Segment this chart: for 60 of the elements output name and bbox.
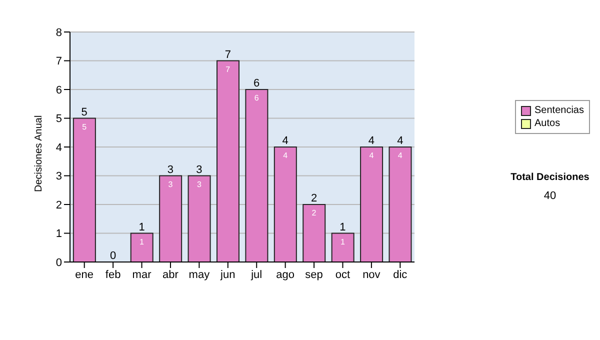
legend-label: Sentencias xyxy=(534,104,584,117)
bar xyxy=(388,146,412,262)
text: Total Decisiones xyxy=(510,172,590,183)
x-tick-label: may xyxy=(188,268,210,281)
legend-label: Autos xyxy=(534,117,560,130)
data-label: 1 xyxy=(340,237,346,246)
x-tick-label: ago xyxy=(276,268,294,281)
x-tick-label: dic xyxy=(393,268,408,281)
total-label: 4 xyxy=(397,135,404,147)
bar xyxy=(360,146,384,262)
bar xyxy=(130,232,154,262)
x-tick-label: mar xyxy=(132,268,152,281)
total-label: 7 xyxy=(224,48,231,61)
bar xyxy=(274,146,297,262)
data-label: 7 xyxy=(226,64,231,74)
x-tick-label: jul xyxy=(250,268,262,281)
data-label: 1 xyxy=(140,237,145,246)
x-tick-label: oct xyxy=(335,268,350,281)
bar xyxy=(159,175,182,262)
y-tick-label: 0 xyxy=(56,256,62,269)
x-tick-label: jun xyxy=(220,268,236,281)
y-tick-label: 8 xyxy=(56,26,62,39)
total-label: 4 xyxy=(282,135,288,147)
x-tick-label: abr xyxy=(162,268,179,281)
data-label: 2 xyxy=(312,208,317,218)
data-label: 4 xyxy=(283,151,288,160)
data-label: 4 xyxy=(369,151,374,160)
y-tick-label: 1 xyxy=(56,228,62,240)
total-label: 0 xyxy=(110,250,116,262)
total-label: 4 xyxy=(368,135,375,147)
bar xyxy=(302,204,326,262)
total-label: 1 xyxy=(138,221,145,234)
bar xyxy=(72,118,96,262)
data-label: 4 xyxy=(398,151,403,160)
total-label: 3 xyxy=(196,164,202,176)
y-tick-label: 5 xyxy=(56,113,62,126)
total-label: 2 xyxy=(310,192,318,204)
text: 40 xyxy=(542,190,558,202)
total-label: 3 xyxy=(167,164,174,176)
data-label: 5 xyxy=(82,122,88,132)
total-label: 5 xyxy=(81,106,88,118)
y-tick-label: 4 xyxy=(56,142,62,154)
x-tick-label: nov xyxy=(362,268,381,281)
bar xyxy=(245,89,268,262)
x-tick-label: ene xyxy=(75,268,94,281)
y-tick-label: 2 xyxy=(56,199,62,212)
bar xyxy=(331,232,354,262)
y-tick-label: 7 xyxy=(56,56,62,68)
data-label: 3 xyxy=(168,180,174,189)
total-label: 6 xyxy=(254,78,260,90)
total-label: 1 xyxy=(340,221,346,234)
y-tick-label: 3 xyxy=(56,170,62,183)
data-label: 3 xyxy=(196,180,202,189)
y-tick-label: 6 xyxy=(56,84,62,96)
bar xyxy=(216,60,240,262)
x-tick-label: feb xyxy=(105,268,121,281)
x-tick-label: sep xyxy=(305,268,323,281)
y-axis-title: Decisiones Anual xyxy=(34,115,45,192)
bar xyxy=(188,175,211,262)
data-label: 6 xyxy=(254,94,260,102)
